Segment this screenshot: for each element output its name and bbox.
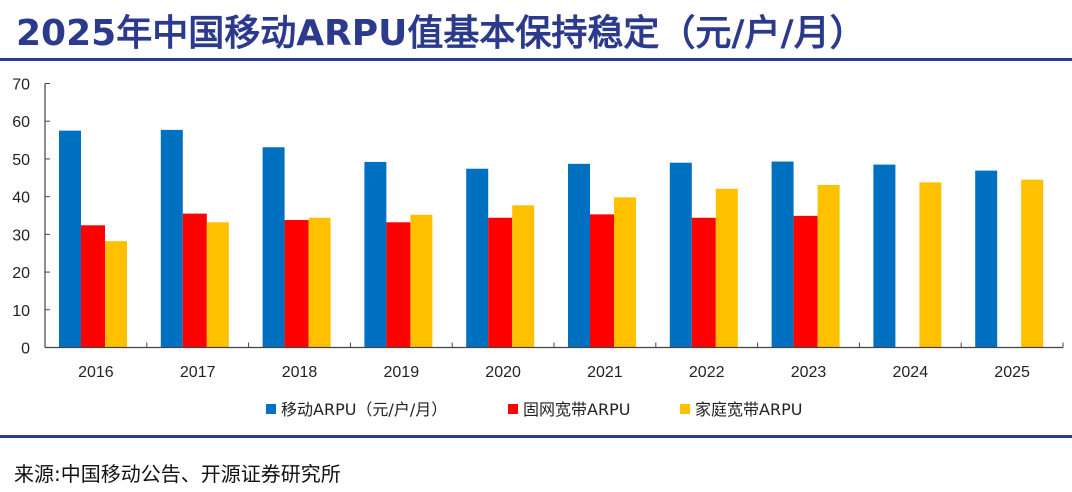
- bar-2021-series2: [614, 197, 636, 348]
- bar-2020-series0: [466, 168, 489, 348]
- x-tick-label: 2020: [485, 364, 521, 381]
- bar-2019-series1: [386, 222, 411, 348]
- legend-swatch: [266, 404, 276, 414]
- bar-2019-series2: [410, 214, 433, 348]
- x-tick-label: 2021: [587, 364, 623, 381]
- bar-2016-series1: [81, 225, 105, 348]
- x-tick-label: 2016: [78, 364, 114, 381]
- bar-2020-series2: [512, 205, 535, 348]
- y-tick-label: 50: [12, 152, 30, 169]
- bar-2018-series2: [308, 217, 331, 348]
- bar-2020-series1: [488, 217, 513, 348]
- legend-label: 移动ARPU（元/户/月）: [281, 400, 447, 419]
- y-tick-label: 30: [12, 227, 30, 244]
- bar-2024-series0: [873, 164, 896, 348]
- bar-2025-series2: [1021, 179, 1044, 348]
- legend-label: 固网宽带ARPU: [523, 400, 630, 419]
- bar-2022-series1: [691, 217, 716, 348]
- bar-2025-series0: [975, 170, 998, 348]
- y-tick-label: 0: [21, 341, 30, 358]
- source-note: 来源:中国移动公告、开源证券研究所: [14, 462, 341, 486]
- x-tick-label: 2024: [893, 364, 929, 381]
- bar-2024-series2: [919, 182, 942, 348]
- y-tick-label: 60: [12, 114, 30, 131]
- title-divider: [0, 58, 1072, 61]
- bar-2016-series2: [105, 241, 127, 348]
- legend-swatch: [508, 404, 518, 414]
- x-tick-label: 2017: [180, 364, 216, 381]
- bar-2017-series0: [160, 129, 183, 348]
- x-tick-label: 2022: [689, 364, 725, 381]
- y-tick-label: 20: [12, 265, 30, 282]
- x-tick-label: 2025: [994, 364, 1030, 381]
- bar-2019-series0: [364, 161, 387, 348]
- bar-2021-series0: [568, 163, 590, 348]
- bar-2023-series0: [771, 161, 794, 348]
- bar-2017-series1: [182, 213, 207, 348]
- bottom-divider: [0, 435, 1072, 438]
- legend-swatch: [680, 404, 690, 414]
- y-tick-label: 70: [12, 77, 30, 94]
- y-tick-label: 10: [12, 303, 30, 320]
- x-tick-label: 2023: [791, 364, 827, 381]
- bar-chart: 0 10 20 30 40 50 60 70 2016 2017 2018 2019 2020 2021 2…: [12, 77, 1064, 419]
- bar-2018-series0: [262, 147, 285, 348]
- bar-2023-series2: [817, 184, 840, 348]
- bar-2022-series2: [715, 188, 738, 348]
- bar-2023-series1: [793, 215, 818, 348]
- bar-2021-series1: [590, 214, 614, 348]
- bar-2017-series2: [206, 222, 229, 348]
- x-tick-label: 2019: [384, 364, 420, 381]
- chart-title: 2025年中国移动ARPU值基本保持稳定（元/户/月）: [16, 13, 866, 54]
- bar-2022-series0: [669, 162, 692, 348]
- y-tick-label: 40: [12, 190, 30, 207]
- bar-2018-series1: [284, 220, 309, 348]
- legend-label: 家庭宽带ARPU: [695, 400, 802, 419]
- x-tick-label: 2018: [282, 364, 318, 381]
- bar-2016-series0: [59, 130, 81, 348]
